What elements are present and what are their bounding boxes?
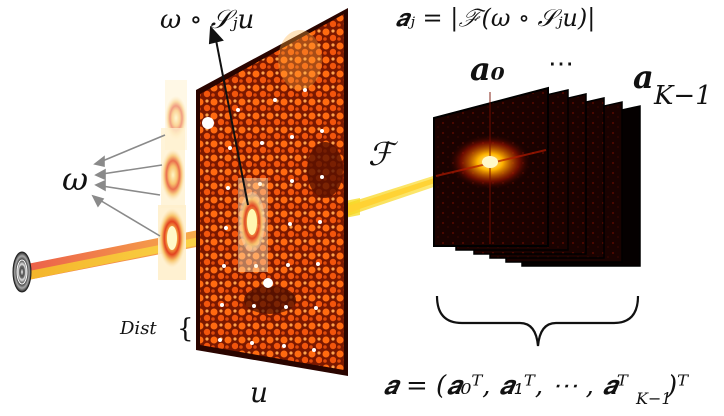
dist-label: Dist [119,318,157,339]
stack-brace [435,295,640,347]
a-vector-end: )ᵀ [666,371,689,401]
aj-formula-label: 𝒂ⱼ = |ℱ(ω ∘ 𝒮ⱼu)| [395,4,595,33]
omega-label: ω [62,160,88,198]
a0-label: 𝒂₀ [470,50,505,88]
probe-window-stack [158,80,187,280]
sample-panel [196,8,348,376]
mask-shift-label: ω ∘ 𝒮ⱼu [160,5,254,35]
fourier-label: ℱ [368,135,399,173]
a-vector-subscript: K−1 [635,389,672,408]
u-label: u [250,376,268,409]
dots-label: ⋯ [548,49,574,79]
dist-brace: { [177,314,194,344]
aK-1-label: 𝒂 [633,58,654,96]
shift-pointer-arrow [208,25,249,206]
diffraction-stack [433,86,641,267]
omega-arrows [91,134,166,237]
coherent-source-icon [12,251,32,293]
aK-1-subscript: K−1 [653,81,712,111]
a-vector-label: 𝒂 = (𝒂₀ᵀ, 𝒂₁ᵀ, ⋯ , 𝒂ᵀ [383,371,629,401]
